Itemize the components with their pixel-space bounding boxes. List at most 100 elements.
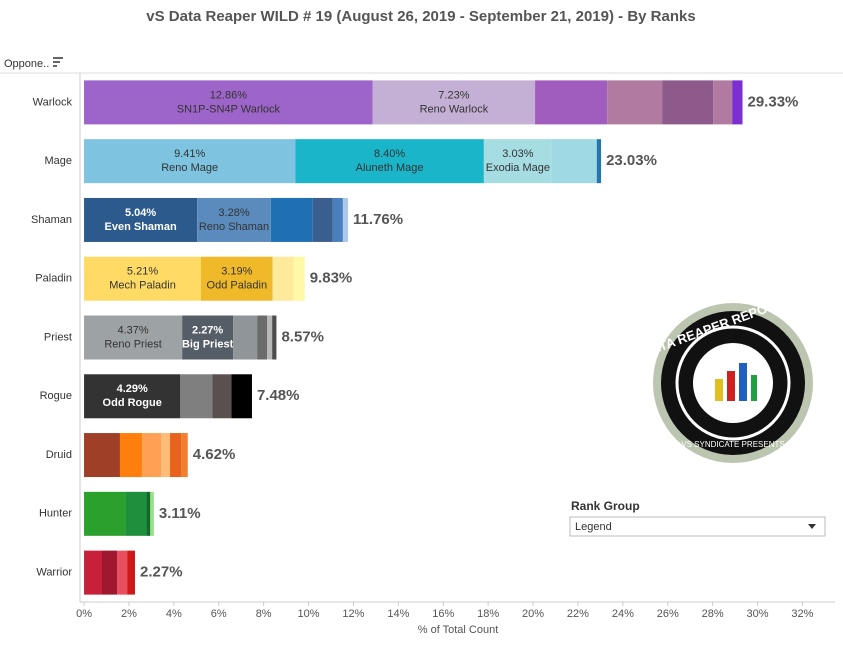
- x-tick-label: 14%: [387, 608, 409, 620]
- bar-segment: [293, 256, 305, 301]
- bar-segment: [127, 550, 136, 595]
- total-label: 23.03%: [606, 152, 657, 169]
- bar-segment: [84, 491, 126, 536]
- bar-segment: [84, 550, 103, 595]
- y-tick-label: Priest: [44, 331, 72, 343]
- segment-value-label: 7.23%: [438, 89, 469, 101]
- x-tick-label: 24%: [612, 608, 634, 620]
- bar-segment: [342, 197, 349, 242]
- bar-segment: [257, 315, 268, 360]
- bar-segment: [181, 433, 188, 478]
- bar-segment: [201, 256, 273, 301]
- segment-value-label: 3.19%: [221, 266, 252, 278]
- x-tick-label: 6%: [211, 608, 227, 620]
- segment-name-label: Aluneth Mage: [356, 162, 424, 174]
- bar-segment: [662, 80, 714, 125]
- segment-value-label: 3.28%: [218, 207, 249, 219]
- segment-value-label: 4.37%: [117, 324, 148, 336]
- bar-segment: [117, 550, 128, 595]
- x-tick-label: 16%: [432, 608, 454, 620]
- segment-value-label: 9.41%: [174, 148, 205, 160]
- segment-value-label: 5.04%: [125, 207, 156, 219]
- segment-name-label: Even Shaman: [105, 221, 177, 233]
- x-tick-label: 4%: [166, 608, 182, 620]
- bar-segment: [212, 374, 232, 419]
- bar-segment: [332, 197, 343, 242]
- segment-value-label: 5.21%: [127, 266, 158, 278]
- y-tick-label: Druid: [46, 449, 72, 461]
- bar-segment: [372, 80, 536, 125]
- bar-segment: [180, 374, 213, 419]
- bar-segment: [182, 315, 234, 360]
- segment-name-label: Exodia Mage: [486, 162, 550, 174]
- x-axis-label: % of Total Count: [418, 624, 499, 636]
- x-tick-label: 10%: [298, 608, 320, 620]
- x-tick-label: 20%: [522, 608, 544, 620]
- total-label: 7.48%: [257, 387, 300, 404]
- total-label: 4.62%: [193, 446, 236, 463]
- segment-name-label: Reno Shaman: [199, 221, 269, 233]
- total-label: 9.83%: [310, 270, 353, 287]
- bar-segment: [125, 491, 147, 536]
- total-label: 11.76%: [353, 211, 403, 228]
- bar-segment: [551, 139, 597, 184]
- bar-segment: [84, 80, 373, 125]
- filter-value[interactable]: Legend: [575, 521, 612, 533]
- bar-segment: [233, 315, 258, 360]
- sort-icon[interactable]: [53, 57, 63, 67]
- segment-name-label: Big Priest: [182, 338, 234, 350]
- x-tick-label: 32%: [791, 608, 813, 620]
- bar-segment: [84, 256, 202, 301]
- bar-segment: [272, 256, 294, 301]
- segment-name-label: Odd Rogue: [103, 397, 162, 409]
- x-tick-label: 12%: [342, 608, 364, 620]
- bar-segment: [197, 197, 271, 242]
- bar-segment: [713, 80, 733, 125]
- bar-segment: [483, 139, 552, 184]
- bar-segment: [270, 197, 313, 242]
- logo: DATA REAPER REPORT VS SYNDICATE PRESENTS: [640, 295, 813, 463]
- bar-segment: [84, 433, 120, 478]
- x-tick-label: 18%: [477, 608, 499, 620]
- filter-dropdown[interactable]: Legend: [569, 516, 826, 537]
- logo-subtext: VS SYNDICATE PRESENTS: [681, 440, 784, 449]
- bar-segment: [146, 491, 151, 536]
- bar-segment: [732, 80, 743, 125]
- bar-segment: [231, 374, 252, 419]
- x-tick-label: 2%: [121, 608, 137, 620]
- y-tick-label: Paladin: [35, 273, 72, 285]
- total-label: 29.33%: [748, 93, 799, 110]
- segment-value-label: 12.86%: [210, 89, 248, 101]
- x-tick-label: 22%: [567, 608, 589, 620]
- segment-value-label: 8.40%: [374, 148, 405, 160]
- x-tick-label: 30%: [747, 608, 769, 620]
- x-tick-label: 28%: [702, 608, 724, 620]
- bar-segment: [535, 80, 608, 125]
- bar-segment: [295, 139, 484, 184]
- bar-segment: [150, 491, 154, 536]
- y-tick-label: Hunter: [39, 508, 72, 520]
- bar-segment: [84, 374, 181, 419]
- chart-title: vS Data Reaper WILD # 19 (August 26, 201…: [146, 8, 695, 25]
- x-tick-label: 8%: [256, 608, 272, 620]
- bar-segment: [267, 315, 273, 360]
- bar-segment: [141, 433, 162, 478]
- bar-segment: [607, 80, 663, 125]
- segment-value-label: 4.29%: [117, 383, 148, 395]
- segment-name-label: Reno Warlock: [420, 103, 489, 115]
- row-header[interactable]: Oppone..: [4, 58, 49, 70]
- x-tick-label: 26%: [657, 608, 679, 620]
- total-label: 3.11%: [159, 505, 201, 522]
- segment-name-label: Mech Paladin: [109, 280, 176, 292]
- bar-segment: [119, 433, 142, 478]
- segment-name-label: Reno Priest: [104, 338, 161, 350]
- bar-segment: [170, 433, 182, 478]
- segment-value-label: 3.03%: [502, 148, 533, 160]
- bar-segment: [272, 315, 277, 360]
- bar-segment: [84, 315, 183, 360]
- bar-segment: [312, 197, 333, 242]
- bar-segment: [596, 139, 602, 184]
- y-tick-label: Rogue: [40, 390, 72, 402]
- total-label: 2.27%: [140, 564, 183, 581]
